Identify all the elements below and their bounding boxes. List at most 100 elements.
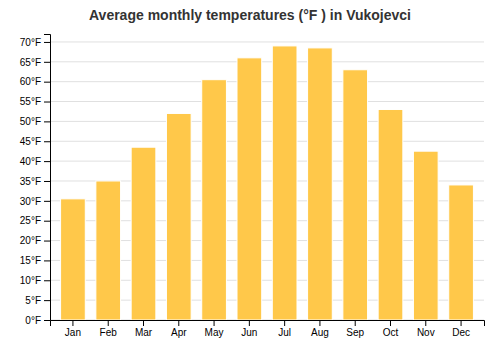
x-tick: Jun bbox=[241, 320, 257, 338]
x-tick: May bbox=[205, 320, 224, 338]
bar bbox=[202, 80, 227, 320]
y-tick-mark bbox=[44, 300, 50, 301]
grid-line bbox=[50, 121, 484, 122]
x-tick-label: Aug bbox=[311, 327, 329, 338]
x-tick-mark bbox=[319, 320, 320, 326]
x-tick-label: Nov bbox=[417, 327, 435, 338]
x-tick: Jan bbox=[65, 320, 81, 338]
title: Average monthly temperatures (°F ) in Vu… bbox=[89, 7, 411, 23]
grid-line bbox=[50, 61, 484, 62]
y-tick-mark bbox=[44, 280, 50, 281]
y-tick-mark bbox=[44, 221, 50, 222]
grid-line bbox=[50, 101, 484, 102]
x-tick-mark bbox=[425, 320, 426, 326]
grid bbox=[50, 42, 484, 320]
y-tick-label: 25°F bbox=[20, 215, 41, 226]
y-tick: 40°F bbox=[20, 156, 50, 167]
y-tick: 35°F bbox=[20, 176, 50, 187]
y-tick-mark bbox=[44, 141, 50, 142]
y-tick-mark bbox=[44, 161, 50, 162]
y-tick: 45°F bbox=[20, 136, 50, 147]
y-tick-mark bbox=[44, 102, 50, 103]
x-tick-label: May bbox=[205, 327, 224, 338]
x-tick: Feb bbox=[100, 320, 118, 338]
x-tick-mark bbox=[72, 320, 73, 326]
x-tick: Nov bbox=[417, 320, 435, 338]
y-tick: 65°F bbox=[20, 57, 50, 68]
x-tick-label: Jun bbox=[241, 327, 257, 338]
bar bbox=[237, 58, 262, 320]
y-tick-label: 50°F bbox=[20, 116, 41, 127]
y-tick-mark bbox=[44, 241, 50, 242]
bar bbox=[449, 185, 474, 320]
y-tick-mark bbox=[44, 260, 50, 261]
y-tick: 0°F bbox=[25, 315, 50, 326]
y-tick: 70°F bbox=[20, 37, 50, 48]
x-tick-label: Dec bbox=[452, 327, 470, 338]
x-tick-mark bbox=[461, 320, 462, 326]
bar bbox=[131, 147, 156, 320]
y-tick: 60°F bbox=[20, 76, 50, 87]
x-tick-mark bbox=[108, 320, 109, 326]
y-tick-mark bbox=[44, 42, 50, 43]
x-tick: Jul bbox=[278, 320, 291, 338]
bar bbox=[378, 109, 403, 320]
x-tick-label: Apr bbox=[171, 327, 187, 338]
grid-line bbox=[50, 81, 484, 82]
y-tick: 25°F bbox=[20, 215, 50, 226]
x-tick: Dec bbox=[452, 320, 470, 338]
grid-line bbox=[50, 41, 484, 42]
y-tick-mark bbox=[44, 201, 50, 202]
bar bbox=[308, 48, 333, 320]
plot: 0°F 5°F 10°F 15°F 20°F 25°F 30°F 35°F 40°F 45°F 50… bbox=[20, 35, 485, 339]
x-tick: Oct bbox=[383, 320, 399, 338]
y-axis-line bbox=[44, 35, 51, 321]
x-tick: Mar bbox=[135, 320, 153, 338]
x-tick-label: Jul bbox=[278, 327, 291, 338]
bar bbox=[166, 113, 191, 320]
y-tick: 15°F bbox=[20, 255, 50, 266]
y-tick-label: 20°F bbox=[20, 235, 41, 246]
y-tick-label: 70°F bbox=[20, 37, 41, 48]
y-tick: 55°F bbox=[20, 96, 50, 107]
y-tick-label: 30°F bbox=[20, 196, 41, 207]
y-tick-mark bbox=[44, 62, 50, 63]
bar bbox=[343, 70, 368, 320]
y-axis: 0°F 5°F 10°F 15°F 20°F 25°F 30°F 35°F 40°F 45°F 50… bbox=[20, 35, 51, 326]
bar bbox=[96, 181, 121, 320]
y-tick: 20°F bbox=[20, 235, 50, 246]
y-tick: 50°F bbox=[20, 116, 50, 127]
y-tick-label: 40°F bbox=[20, 156, 41, 167]
grid-line bbox=[50, 141, 484, 142]
x-tick-label: Jan bbox=[65, 327, 81, 338]
x-axis-line bbox=[51, 321, 485, 327]
y-tick-mark bbox=[44, 82, 50, 83]
y-tick-label: 35°F bbox=[20, 176, 41, 187]
x-tick-mark bbox=[390, 320, 391, 326]
x-tick-label: Sep bbox=[346, 327, 364, 338]
x-tick-mark bbox=[249, 320, 250, 326]
bar bbox=[61, 199, 86, 320]
x-tick-mark bbox=[143, 320, 144, 326]
x-tick-label: Mar bbox=[135, 327, 153, 338]
x-tick-label: Oct bbox=[383, 327, 399, 338]
y-tick: 10°F bbox=[20, 275, 50, 286]
y-tick: 30°F bbox=[20, 196, 50, 207]
y-tick: 5°F bbox=[25, 295, 50, 306]
y-tick-mark bbox=[44, 121, 50, 122]
y-tick-label: 0°F bbox=[25, 315, 41, 326]
y-tick-label: 55°F bbox=[20, 96, 41, 107]
y-tick-label: 15°F bbox=[20, 255, 41, 266]
y-tick-label: 45°F bbox=[20, 136, 41, 147]
y-tick-label: 5°F bbox=[25, 295, 41, 306]
y-tick-mark bbox=[44, 320, 50, 321]
y-tick-label: 65°F bbox=[20, 57, 41, 68]
y-tick-mark bbox=[44, 181, 50, 182]
y-tick-label: 10°F bbox=[20, 275, 41, 286]
x-tick: Sep bbox=[346, 320, 364, 338]
bars bbox=[61, 46, 474, 320]
bar bbox=[272, 46, 297, 320]
x-tick-mark bbox=[178, 320, 179, 326]
x-tick: Aug bbox=[311, 320, 329, 338]
x-axis: Jan Feb Mar Apr May Jun Jul Aug Sep Oct Nov Dec bbox=[51, 320, 485, 338]
